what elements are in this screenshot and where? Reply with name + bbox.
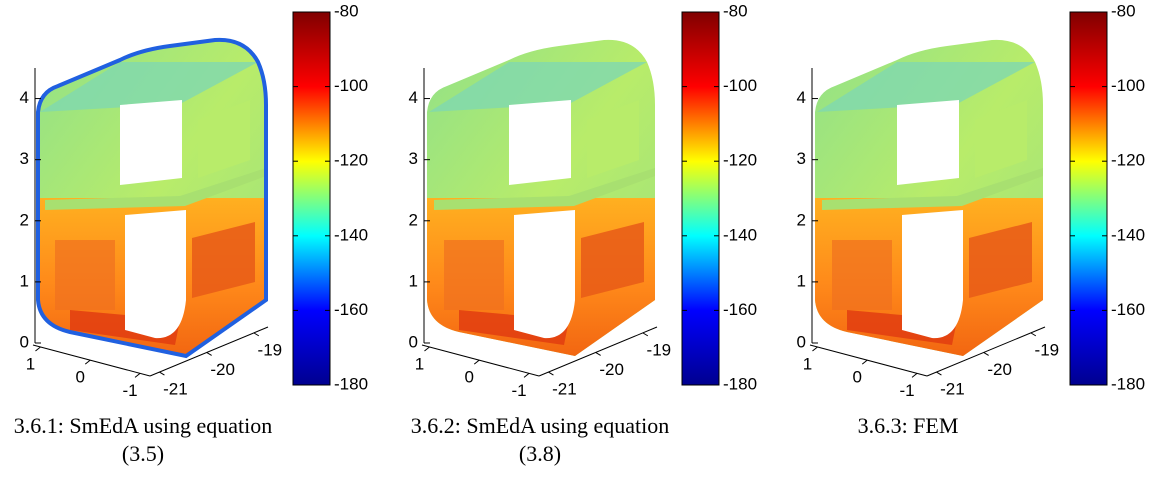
- x-tick-label: -1: [899, 381, 914, 400]
- y-tick: [548, 371, 554, 376]
- colorbar-tick-label: -100: [1111, 76, 1145, 95]
- x-tick-label: 0: [465, 368, 474, 387]
- x-axis: [32, 344, 151, 377]
- colorbar-tick-label: -80: [1111, 1, 1136, 20]
- colorbar-tick-label: -180: [334, 374, 368, 393]
- x-tick: [523, 372, 530, 378]
- x-tick: [35, 346, 41, 352]
- surface: [419, 30, 664, 368]
- colorbar-tick-label: -120: [723, 151, 757, 170]
- z-tick-label: 1: [20, 271, 29, 290]
- colorbar: [681, 11, 720, 386]
- caption: 3.6.3: FEM: [857, 413, 959, 438]
- colorbar: [1069, 11, 1108, 386]
- colorbar-tick-label: -160: [1111, 300, 1145, 319]
- y-tick-label: -21: [163, 380, 188, 399]
- panel: 0 1 2 3 4 1 0 -1 -21 -20 -19 -80 -100 -120 -140 -160 -18…: [20, 1, 369, 399]
- y-tick-label: -19: [258, 340, 283, 359]
- x-tick-label: 1: [803, 354, 812, 373]
- y-tick-label: -21: [940, 380, 965, 399]
- colorbar-tick-label: -100: [334, 76, 368, 95]
- z-tick-label: 0: [20, 332, 29, 351]
- z-tick-label: 4: [20, 88, 29, 107]
- y-tick-label: -20: [599, 360, 624, 379]
- surface-edge: [36, 37, 268, 359]
- colorbar-tick-label: -120: [334, 151, 368, 170]
- x-tick: [134, 372, 141, 378]
- colorbar-tick-label: -120: [1111, 151, 1145, 170]
- x-tick: [861, 359, 868, 365]
- panel: 0 1 2 3 4 1 0 -1 -21 -20 -19 -80 -100 -120 -140 -160 -18…: [797, 1, 1146, 399]
- panel: 0 1 2 3 4 1 0 -1 -21 -20 -19 -80 -100 -120 -140 -160 -18…: [409, 1, 758, 399]
- x-tick-label: -1: [511, 381, 526, 400]
- colorbar-tick-label: -180: [1111, 374, 1145, 393]
- z-tick-label: 3: [409, 149, 418, 168]
- surface: [807, 30, 1052, 368]
- x-tick-label: 0: [853, 368, 862, 387]
- x-tick: [911, 372, 918, 378]
- z-tick-label: 1: [409, 271, 418, 290]
- x-axis: [421, 344, 540, 377]
- z-tick-label: 2: [409, 210, 418, 229]
- colorbar-tick-label: -140: [1111, 225, 1145, 244]
- z-tick-label: 0: [409, 332, 418, 351]
- colorbar-tick-label: -100: [723, 76, 757, 95]
- z-tick-label: 3: [797, 149, 806, 168]
- colorbar-tick-label: -180: [723, 374, 757, 393]
- colorbar-tick-label: -140: [723, 225, 757, 244]
- x-tick: [84, 359, 91, 365]
- y-tick-label: -19: [1035, 340, 1060, 359]
- caption: 3.6.2: SmEdA using equation (3.8): [410, 413, 670, 466]
- z-tick-label: 2: [797, 210, 806, 229]
- y-tick: [642, 332, 649, 337]
- colorbar-tick-label: -160: [334, 300, 368, 319]
- y-axis: [926, 326, 1046, 377]
- colorbar-tick-label: -140: [334, 225, 368, 244]
- y-tick: [936, 371, 942, 376]
- colorbar: [292, 11, 331, 386]
- z-tick-label: 2: [20, 210, 29, 229]
- y-tick: [983, 352, 989, 356]
- z-tick-label: 4: [797, 88, 806, 107]
- z-tick-label: 1: [797, 271, 806, 290]
- x-tick-label: 1: [415, 354, 424, 373]
- x-tick: [424, 346, 430, 352]
- x-tick: [473, 359, 480, 365]
- x-tick-label: -1: [122, 381, 137, 400]
- z-tick-label: 4: [409, 88, 418, 107]
- y-tick: [159, 371, 165, 376]
- y-axis: [149, 326, 269, 377]
- y-tick: [206, 352, 212, 356]
- x-tick-label: 1: [26, 354, 35, 373]
- y-tick-label: -21: [552, 380, 577, 399]
- y-tick-label: -20: [987, 360, 1012, 379]
- x-tick: [812, 346, 818, 352]
- y-tick-label: -20: [210, 360, 235, 379]
- y-tick: [595, 352, 601, 356]
- z-tick-label: 0: [797, 332, 806, 351]
- colorbar-tick-label: -80: [334, 1, 359, 20]
- y-tick: [1030, 332, 1037, 337]
- y-tick-label: -19: [647, 340, 672, 359]
- colorbar-tick-label: -160: [723, 300, 757, 319]
- x-tick-label: 0: [76, 368, 85, 387]
- z-tick-label: 3: [20, 149, 29, 168]
- caption: 3.6.1: SmEdA using equation (3.5): [13, 413, 273, 466]
- y-axis: [538, 326, 658, 377]
- colorbar-tick-label: -80: [723, 1, 748, 20]
- y-tick: [253, 332, 260, 337]
- x-axis: [809, 344, 928, 377]
